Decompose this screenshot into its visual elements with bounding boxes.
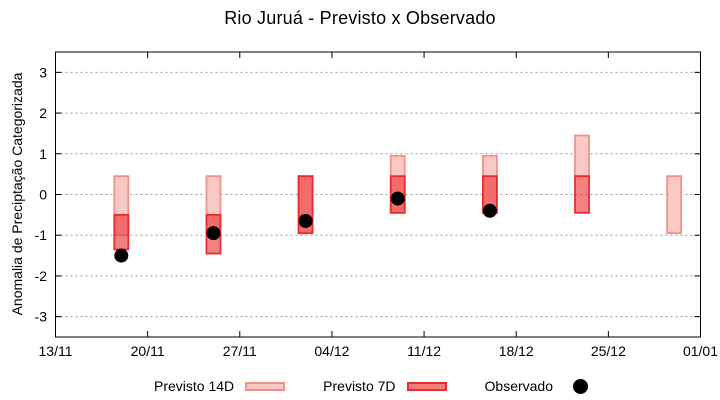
y-tick-label: 1: [39, 146, 47, 162]
chart-title: Rio Juruá - Previsto x Observado: [224, 8, 496, 28]
legend-label-previsto-7d: Previsto 7D: [323, 378, 396, 394]
previsto-7d-bar: [574, 175, 590, 214]
y-tick-label: -1: [35, 227, 48, 243]
y-tick-label: -3: [35, 309, 48, 325]
y-tick-label: 3: [39, 64, 47, 80]
legend: Previsto 14D Previsto 7D Observado: [0, 375, 720, 397]
y-tick-label: 0: [39, 187, 47, 203]
legend-item-previsto-7d: Previsto 7D: [323, 378, 447, 394]
observado-dot: [298, 213, 313, 228]
x-tick-label: 04/12: [314, 343, 349, 359]
legend-label-previsto-14d: Previsto 14D: [154, 378, 235, 394]
x-tick-label: 18/12: [499, 343, 534, 359]
x-tick-label: 01/01: [683, 343, 718, 359]
x-tick-label: 25/12: [591, 343, 626, 359]
previsto-14d-bar: [666, 175, 683, 235]
previsto-7d-swatch: [406, 381, 447, 391]
observado-dot: [482, 203, 497, 218]
observado-dot-swatch: [573, 378, 588, 394]
x-tick-label: 11/12: [407, 343, 441, 359]
x-tick-label: 27/11: [223, 343, 257, 359]
legend-item-observado: Observado: [485, 378, 588, 394]
y-tick-label: 2: [39, 105, 47, 121]
observado-dot: [206, 226, 221, 241]
legend-item-previsto-14d: Previsto 14D: [154, 378, 286, 394]
x-tick-label: 13/11: [39, 343, 73, 359]
x-tick-label: 20/11: [131, 343, 165, 359]
previsto-7d-bar: [113, 213, 130, 251]
legend-label-observado: Observado: [484, 378, 553, 394]
previsto-14d-swatch: [245, 381, 286, 391]
y-tick-label: -2: [35, 268, 48, 284]
observado-dot: [114, 248, 129, 263]
observado-dot: [390, 191, 405, 206]
previsto-14d-bar: [574, 134, 590, 178]
